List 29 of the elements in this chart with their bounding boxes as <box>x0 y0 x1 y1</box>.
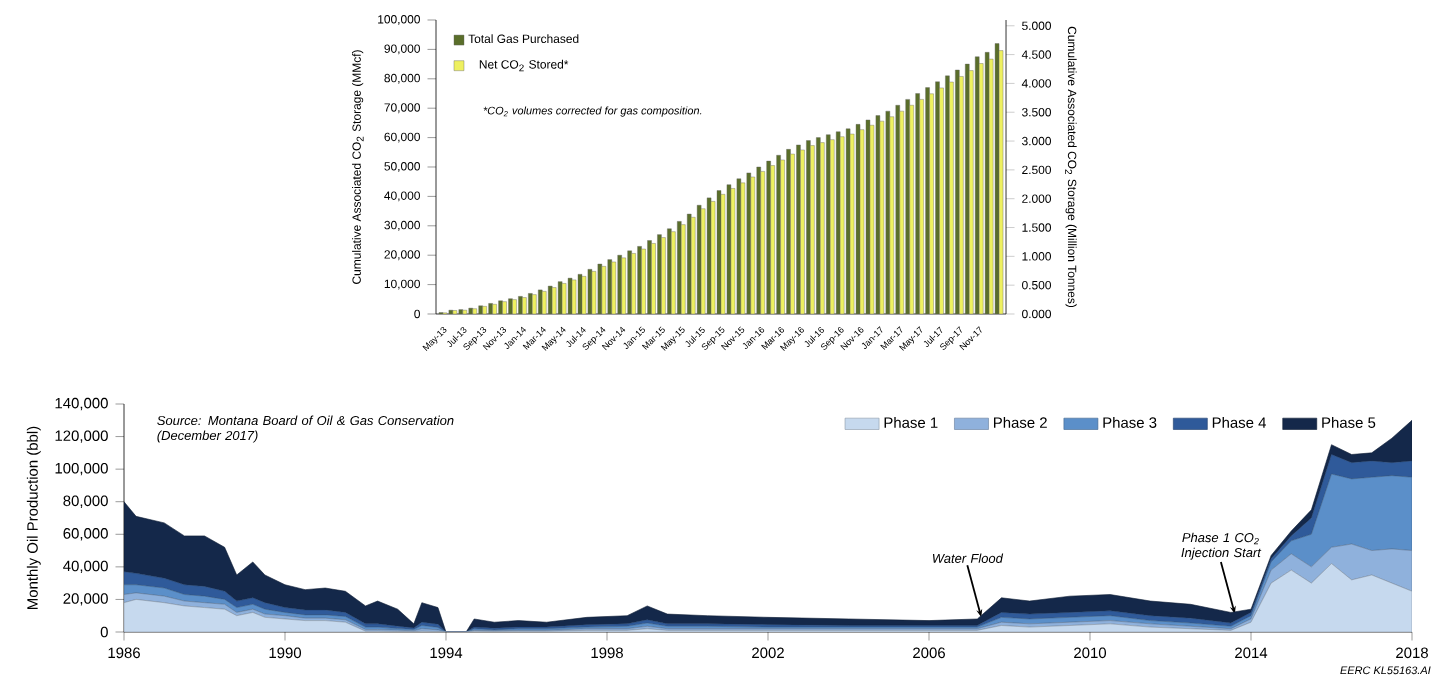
bar <box>945 75 950 314</box>
bar <box>905 99 910 314</box>
bar <box>839 136 845 314</box>
bar <box>806 140 811 314</box>
bar <box>998 50 1004 314</box>
bar <box>935 81 940 314</box>
bar <box>810 145 815 314</box>
bar <box>915 93 920 314</box>
bar <box>984 52 990 314</box>
bar <box>865 119 871 314</box>
bar <box>994 43 1000 314</box>
bar <box>845 128 851 314</box>
bar <box>830 139 835 314</box>
bar <box>975 56 980 314</box>
bar <box>955 69 960 314</box>
bar <box>855 124 861 314</box>
bar <box>895 105 900 314</box>
bar <box>756 166 761 314</box>
bar <box>885 110 891 314</box>
bar <box>965 63 970 314</box>
bar <box>820 142 825 314</box>
bar <box>826 134 831 314</box>
bar <box>816 137 821 314</box>
bar <box>766 160 771 314</box>
bar <box>796 144 801 314</box>
bar <box>875 115 881 314</box>
bar <box>925 87 930 314</box>
bar <box>835 131 841 314</box>
bar <box>547 285 553 314</box>
